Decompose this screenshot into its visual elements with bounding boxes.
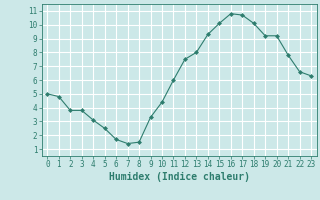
X-axis label: Humidex (Indice chaleur): Humidex (Indice chaleur) [109, 172, 250, 182]
